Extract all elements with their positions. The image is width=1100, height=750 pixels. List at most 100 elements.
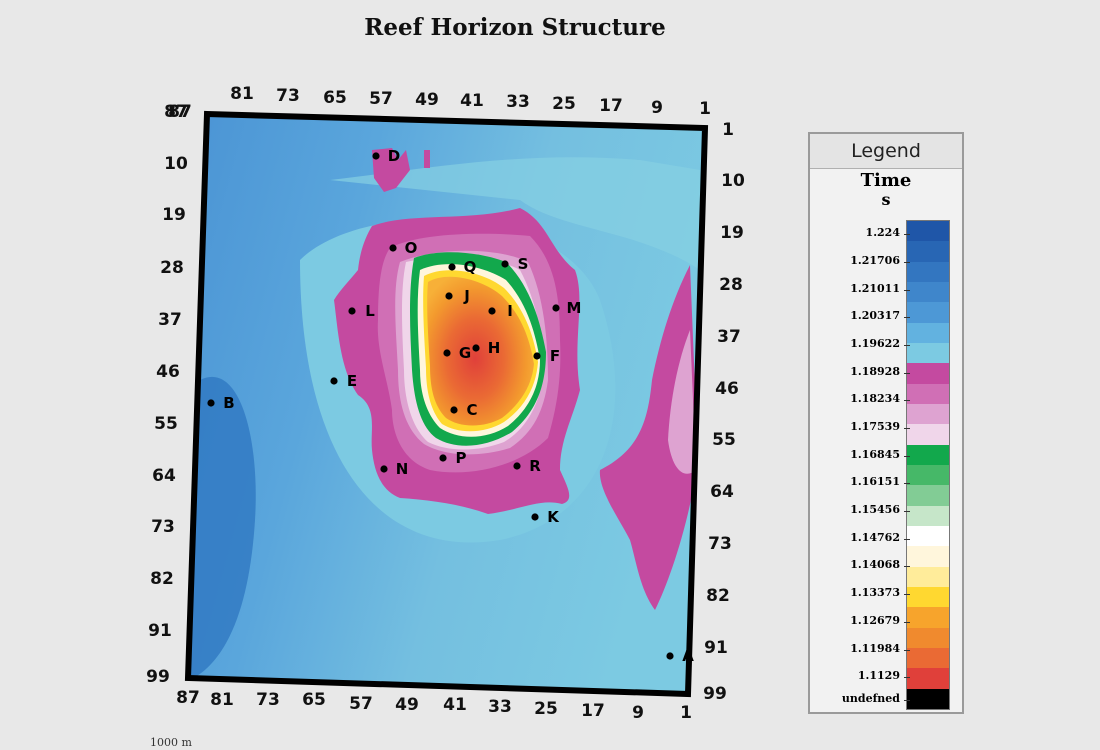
legend-tick-label: 1.20317 — [850, 309, 910, 322]
legend-tick-label: 1.15456 — [850, 503, 910, 516]
axis-bottom-label: 65 — [302, 690, 326, 710]
axis-top-label: 81 — [230, 84, 254, 104]
axis-left-label: 46 — [156, 362, 180, 382]
axis-right-label: 64 — [710, 482, 734, 502]
well-marker — [513, 462, 521, 470]
well-label: E — [347, 372, 357, 390]
axis-left-label: 91 — [148, 621, 172, 641]
well-label: L — [365, 302, 375, 320]
well-marker — [531, 513, 539, 521]
map-title: Reef Horizon Structure — [364, 14, 666, 41]
well-marker — [552, 304, 560, 312]
axis-top-label: 25 — [552, 94, 576, 114]
axis-top-label: 41 — [460, 91, 484, 111]
map-frame — [184, 110, 709, 698]
axis-right-label: 73 — [708, 534, 732, 554]
well-label: F — [550, 347, 560, 365]
legend-swatch — [907, 668, 949, 689]
legend-tick-label: 1.11984 — [850, 642, 910, 655]
map-surface — [188, 114, 705, 694]
scale-note: 1000 m — [150, 736, 192, 749]
axis-top-label: 9 — [651, 98, 663, 118]
legend-quantity: Time — [860, 170, 912, 191]
legend-tick-label: undefned — [841, 692, 911, 705]
well-marker — [533, 352, 541, 360]
axis-top-label: 65 — [323, 88, 347, 108]
legend-tick-label: 1.19622 — [850, 337, 910, 350]
axis-bottom-label: 17 — [581, 701, 605, 721]
well-marker — [501, 260, 509, 268]
legend-swatch — [907, 525, 949, 547]
well-marker — [445, 292, 453, 300]
axis-top-label: 49 — [415, 90, 439, 110]
legend-header: Legend — [810, 134, 962, 169]
legend-tick-label: 1.16151 — [850, 475, 910, 488]
legend-swatch — [907, 566, 949, 587]
well-markers: D O Q S J I M L G H F E B C P N R K A — [207, 147, 694, 665]
legend-swatch — [907, 302, 949, 323]
axis-right-label: 46 — [715, 379, 739, 399]
legend-tick-label: 1.224 — [865, 226, 911, 239]
well-label: A — [682, 647, 694, 665]
well-label: D — [388, 147, 400, 165]
well-label: R — [529, 457, 541, 475]
well-label: O — [405, 239, 418, 257]
well-marker — [389, 244, 397, 252]
legend-swatch — [907, 647, 949, 669]
axis-bottom-label: 9 — [632, 703, 644, 723]
axis-bottom-label: 87 — [176, 688, 200, 708]
legend-panel: Legend Time s 1.224 1.21706 1.21011 1.20317… — [808, 132, 964, 714]
axis-right-label: 55 — [712, 430, 736, 450]
well-label: Q — [464, 258, 477, 276]
axis-top-label: 87 — [168, 102, 192, 122]
axis-bottom-label: 57 — [349, 694, 373, 714]
legend-swatch — [907, 363, 949, 384]
well-label: C — [466, 401, 477, 419]
axis-bottom-label: 81 — [210, 690, 234, 710]
legend-swatch — [907, 505, 949, 526]
axis-left-label: 73 — [151, 517, 175, 537]
well-label: I — [507, 302, 513, 320]
legend-tick-label: 1.1129 — [857, 669, 911, 682]
axis-top-label: 17 — [599, 96, 623, 116]
legend-swatch — [907, 444, 949, 465]
well-marker — [448, 263, 456, 271]
legend-swatch — [907, 688, 949, 709]
axis-right-label: 1 — [722, 120, 734, 140]
legend-colorbar — [906, 220, 950, 710]
axis-left-label: 37 — [158, 310, 182, 330]
well-label: S — [518, 255, 529, 273]
axis-right-label: 99 — [703, 684, 727, 704]
axis-bottom-label: 73 — [256, 690, 280, 710]
well-label: J — [463, 287, 470, 305]
legend-swatch — [907, 383, 949, 404]
axis-bottom-label: 41 — [443, 695, 467, 715]
legend-tick-label: 1.18234 — [850, 392, 910, 405]
well-marker — [443, 349, 451, 357]
well-label: N — [396, 460, 409, 478]
well-marker — [348, 307, 356, 315]
axis-bottom-label: 49 — [395, 695, 419, 715]
legend-tick-label: 1.16845 — [850, 448, 910, 461]
axis-right-label: 19 — [720, 223, 744, 243]
axis-left-label: 10 — [164, 154, 188, 174]
legend-swatch — [907, 627, 949, 648]
well-label: P — [456, 449, 467, 467]
axis-right-label: 37 — [717, 327, 741, 347]
well-marker — [380, 465, 388, 473]
legend-swatch — [907, 241, 949, 262]
legend-swatch — [907, 485, 949, 506]
legend-swatch — [907, 221, 949, 242]
well-marker — [450, 406, 458, 414]
legend-swatch — [907, 403, 949, 425]
legend-swatch — [907, 281, 949, 303]
axis-left-label: 55 — [154, 414, 178, 434]
legend-tick-label: 1.21011 — [850, 282, 910, 295]
well-label: B — [223, 394, 234, 412]
legend-unit: s — [881, 190, 891, 209]
well-label: H — [488, 339, 501, 357]
axis-right-label: 82 — [706, 586, 730, 606]
well-marker — [666, 652, 674, 660]
axis-bottom-label: 33 — [488, 697, 512, 717]
